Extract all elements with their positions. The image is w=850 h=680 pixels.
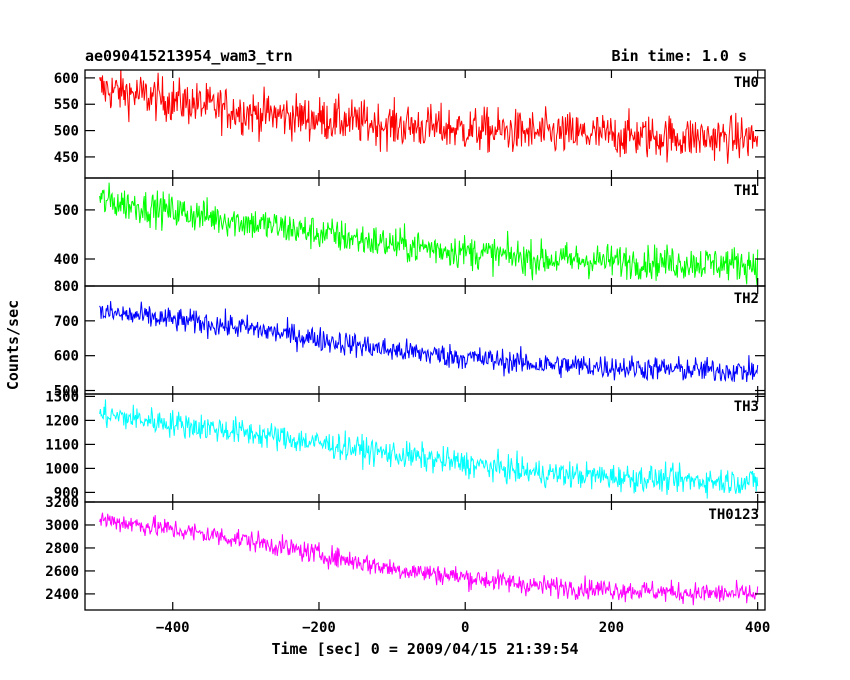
- y-tick-label: 900: [54, 485, 79, 501]
- y-tick-label: 450: [54, 150, 79, 166]
- panel-th0123: 2400 2600 2800 3000 3200 TH0123: [45, 495, 766, 611]
- series-line-th1: [99, 182, 759, 286]
- panel-th0: 450 500 550 600 TH0: [54, 69, 766, 179]
- panel-th2: 500 600 700 800 TH2: [54, 279, 766, 400]
- panel-frame: [84, 177, 766, 287]
- panel-label: TH0123: [708, 507, 759, 523]
- panel-frame: [84, 501, 766, 611]
- panel-label: TH1: [734, 183, 759, 199]
- panels-group: 450 500 550 600 TH0 400 500 TH1 500 600 700 800 TH2 9…: [45, 69, 770, 636]
- y-tick-label: 2800: [45, 541, 79, 557]
- bin-time-label: Bin time: 1.0 s: [612, 47, 747, 65]
- panel-label: TH3: [734, 399, 759, 415]
- y-tick-label: 500: [54, 384, 79, 400]
- y-tick-label: 400: [54, 252, 79, 268]
- y-tick-label: 600: [54, 349, 79, 365]
- series-line-th2: [99, 301, 759, 383]
- y-tick-label: 3200: [45, 495, 79, 511]
- x-tick-label: 400: [745, 620, 770, 636]
- y-tick-label: 600: [54, 71, 79, 87]
- panel-th1: 400 500 TH1: [54, 177, 766, 287]
- panel-frame: [84, 393, 766, 503]
- y-tick-label: 500: [54, 124, 79, 140]
- series-line-th0: [99, 70, 759, 164]
- y-tick-label: 1000: [45, 461, 79, 477]
- panel-label: TH0: [734, 75, 759, 91]
- y-tick-label: 2400: [45, 587, 79, 603]
- y-tick-label: 1300: [45, 389, 79, 405]
- chart-title: ae090415213954_wam3_trn: [85, 47, 293, 65]
- series-line-th0123: [99, 512, 759, 606]
- series-line-th3: [99, 399, 759, 499]
- y-tick-label: 3000: [45, 518, 79, 534]
- panel-frame: [84, 285, 766, 395]
- x-tick-label: 0: [461, 620, 469, 636]
- y-tick-label: 800: [54, 279, 79, 295]
- panel-label: TH2: [734, 291, 759, 307]
- x-tick-label: −400: [156, 620, 190, 636]
- y-tick-label: 2600: [45, 564, 79, 580]
- x-tick-label: 200: [599, 620, 624, 636]
- y-tick-label: 500: [54, 203, 79, 219]
- y-tick-label: 550: [54, 97, 79, 113]
- x-tick-label: −200: [302, 620, 336, 636]
- x-axis-label: Time [sec] 0 = 2009/04/15 21:39:54: [271, 640, 578, 658]
- y-tick-label: 700: [54, 314, 79, 330]
- panel-th3: 900 1000 1100 1200 1300 TH3: [45, 389, 766, 503]
- y-axis-label: Counts/sec: [4, 300, 22, 390]
- y-tick-label: 1100: [45, 437, 79, 453]
- y-tick-label: 1200: [45, 413, 79, 429]
- panel-frame: [84, 69, 766, 179]
